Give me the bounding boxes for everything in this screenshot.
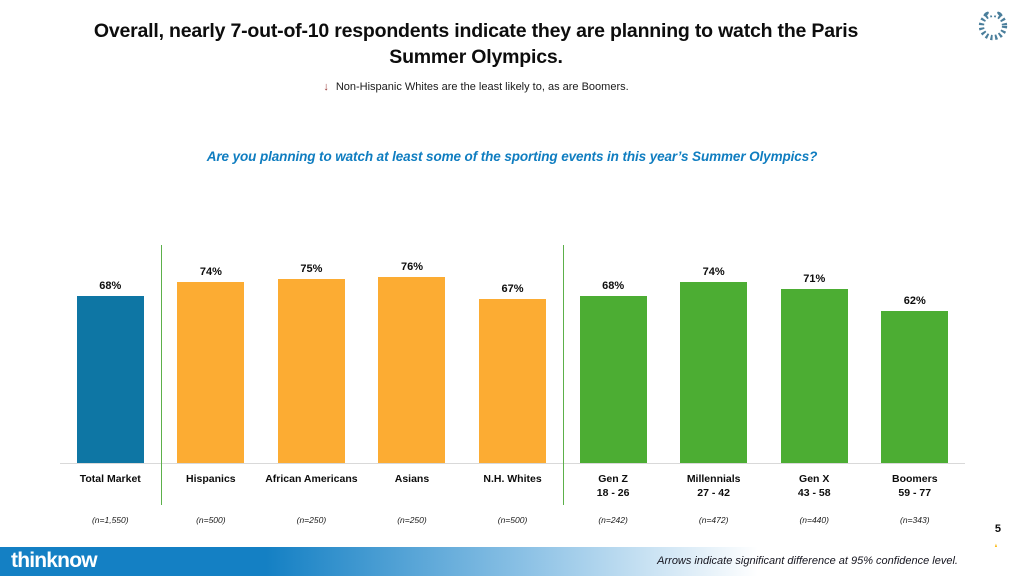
category-name: Gen Z [598, 473, 628, 485]
sample-size: (n=250) [397, 515, 427, 525]
subtitle-text: Non-Hispanic Whites are the least likely… [335, 81, 629, 94]
category-name: Total Market [79, 473, 141, 485]
bar-value-label: 71% [803, 273, 826, 286]
group-separator-line [160, 245, 163, 505]
bar-chart: 68% 74% 75% 76% 67% 68% 74% 71% 62% Total Market… [60, 218, 965, 525]
bar-african-americans: 75% [277, 263, 345, 463]
category-name: Gen X [799, 473, 830, 485]
sample-size: (n=242) [598, 515, 628, 525]
bar-gen-x: 71% [780, 273, 848, 463]
category-age-range: 27 - 42 [697, 487, 730, 500]
chart-column-gen-x: 71% [764, 218, 865, 463]
category-name: Millennials [686, 473, 741, 485]
category-label-gen-z: Gen Z 18 - 26 (n=242) [563, 464, 664, 526]
bar-boomers: 62% [881, 295, 949, 463]
chart-labels: Total Market (n=1,550) Hispanics (n=500) Afr… [60, 464, 965, 526]
bar-hispanics: 74% [177, 266, 245, 463]
down-arrow-icon: ↓ [323, 81, 329, 94]
category-age-range: 59 - 77 [898, 487, 932, 500]
sample-size: (n=440) [799, 515, 829, 525]
chart-column-n-h-whites: 67% [462, 218, 563, 463]
bar-asians: 76% [378, 261, 446, 463]
laurel-wreath-icon [972, 4, 1014, 46]
chart-column-african-americans: 75% [261, 218, 362, 463]
category-name: Boomers [892, 473, 938, 485]
subtitle: ↓ Non-Hispanic Whites are the least likel… [0, 81, 952, 93]
category-label-gen-x: Gen X 43 - 58 (n=440) [764, 464, 865, 526]
category-label-total-market: Total Market (n=1,550) [60, 464, 161, 526]
page-number: 5 [994, 523, 1001, 535]
bar-gen-z: 68% [579, 280, 647, 463]
bar-value-label: 67% [501, 282, 524, 295]
chart-column-gen-z: 68% [563, 218, 664, 463]
category-label-boomers: Boomers 59 - 77 (n=343) [865, 464, 966, 526]
bar-value-label: 68% [99, 280, 122, 293]
category-name: Asians [394, 473, 430, 485]
bar-value-label: 74% [199, 265, 222, 278]
sample-size: (n=500) [497, 515, 528, 525]
category-name: African Americans [265, 473, 358, 485]
chart-column-boomers: 62% [865, 218, 966, 463]
chart-column-asians: 76% [362, 218, 463, 463]
category-name: N.H. Whites [483, 473, 542, 485]
brand-logo: thinknow [11, 549, 98, 572]
footer-band: thinknow Arrows indicate significant dif… [0, 547, 1024, 576]
chart-column-millennials: 74% [663, 218, 764, 463]
sample-size: (n=472) [698, 515, 729, 525]
bar-n-h-whites: 67% [479, 283, 547, 463]
sample-size: (n=1,550) [91, 515, 129, 525]
category-label-millennials: Millennials 27 - 42 (n=472) [663, 464, 764, 526]
category-label-n-h-whites: N.H. Whites (n=500) [462, 464, 563, 526]
group-separator-line [562, 245, 565, 505]
category-age-range: 18 - 26 [596, 487, 630, 500]
sample-size: (n=250) [296, 515, 327, 525]
bar-value-label: 75% [300, 263, 323, 276]
category-age-range: 43 - 58 [797, 487, 831, 500]
chart-column-hispanics: 74% [161, 218, 262, 463]
bar-value-label: 76% [400, 260, 423, 273]
bar-value-label: 74% [702, 265, 725, 278]
slide-title: Overall, nearly 7-out-of-10 respondents … [93, 20, 859, 69]
bar-value-label: 68% [602, 280, 625, 293]
sample-size: (n=500) [196, 515, 226, 525]
chart-plot: 68% 74% 75% 76% 67% 68% 74% 71% 62% [60, 218, 965, 464]
significance-note: Arrows indicate significant difference a… [657, 555, 958, 567]
category-name: Hispanics [186, 473, 236, 485]
survey-question: Are you planning to watch at least some … [206, 149, 818, 164]
bar-total-market: 68% [76, 280, 144, 463]
category-label-african-americans: African Americans (n=250) [261, 464, 362, 526]
category-label-hispanics: Hispanics (n=500) [161, 464, 262, 526]
category-label-asians: Asians (n=250) [362, 464, 463, 526]
bar-value-label: 62% [903, 295, 926, 308]
bar-millennials: 74% [680, 266, 748, 463]
sample-size: (n=343) [900, 515, 930, 525]
chart-column-total-market: 68% [60, 218, 161, 463]
header: Overall, nearly 7-out-of-10 respondents … [0, 18, 952, 93]
